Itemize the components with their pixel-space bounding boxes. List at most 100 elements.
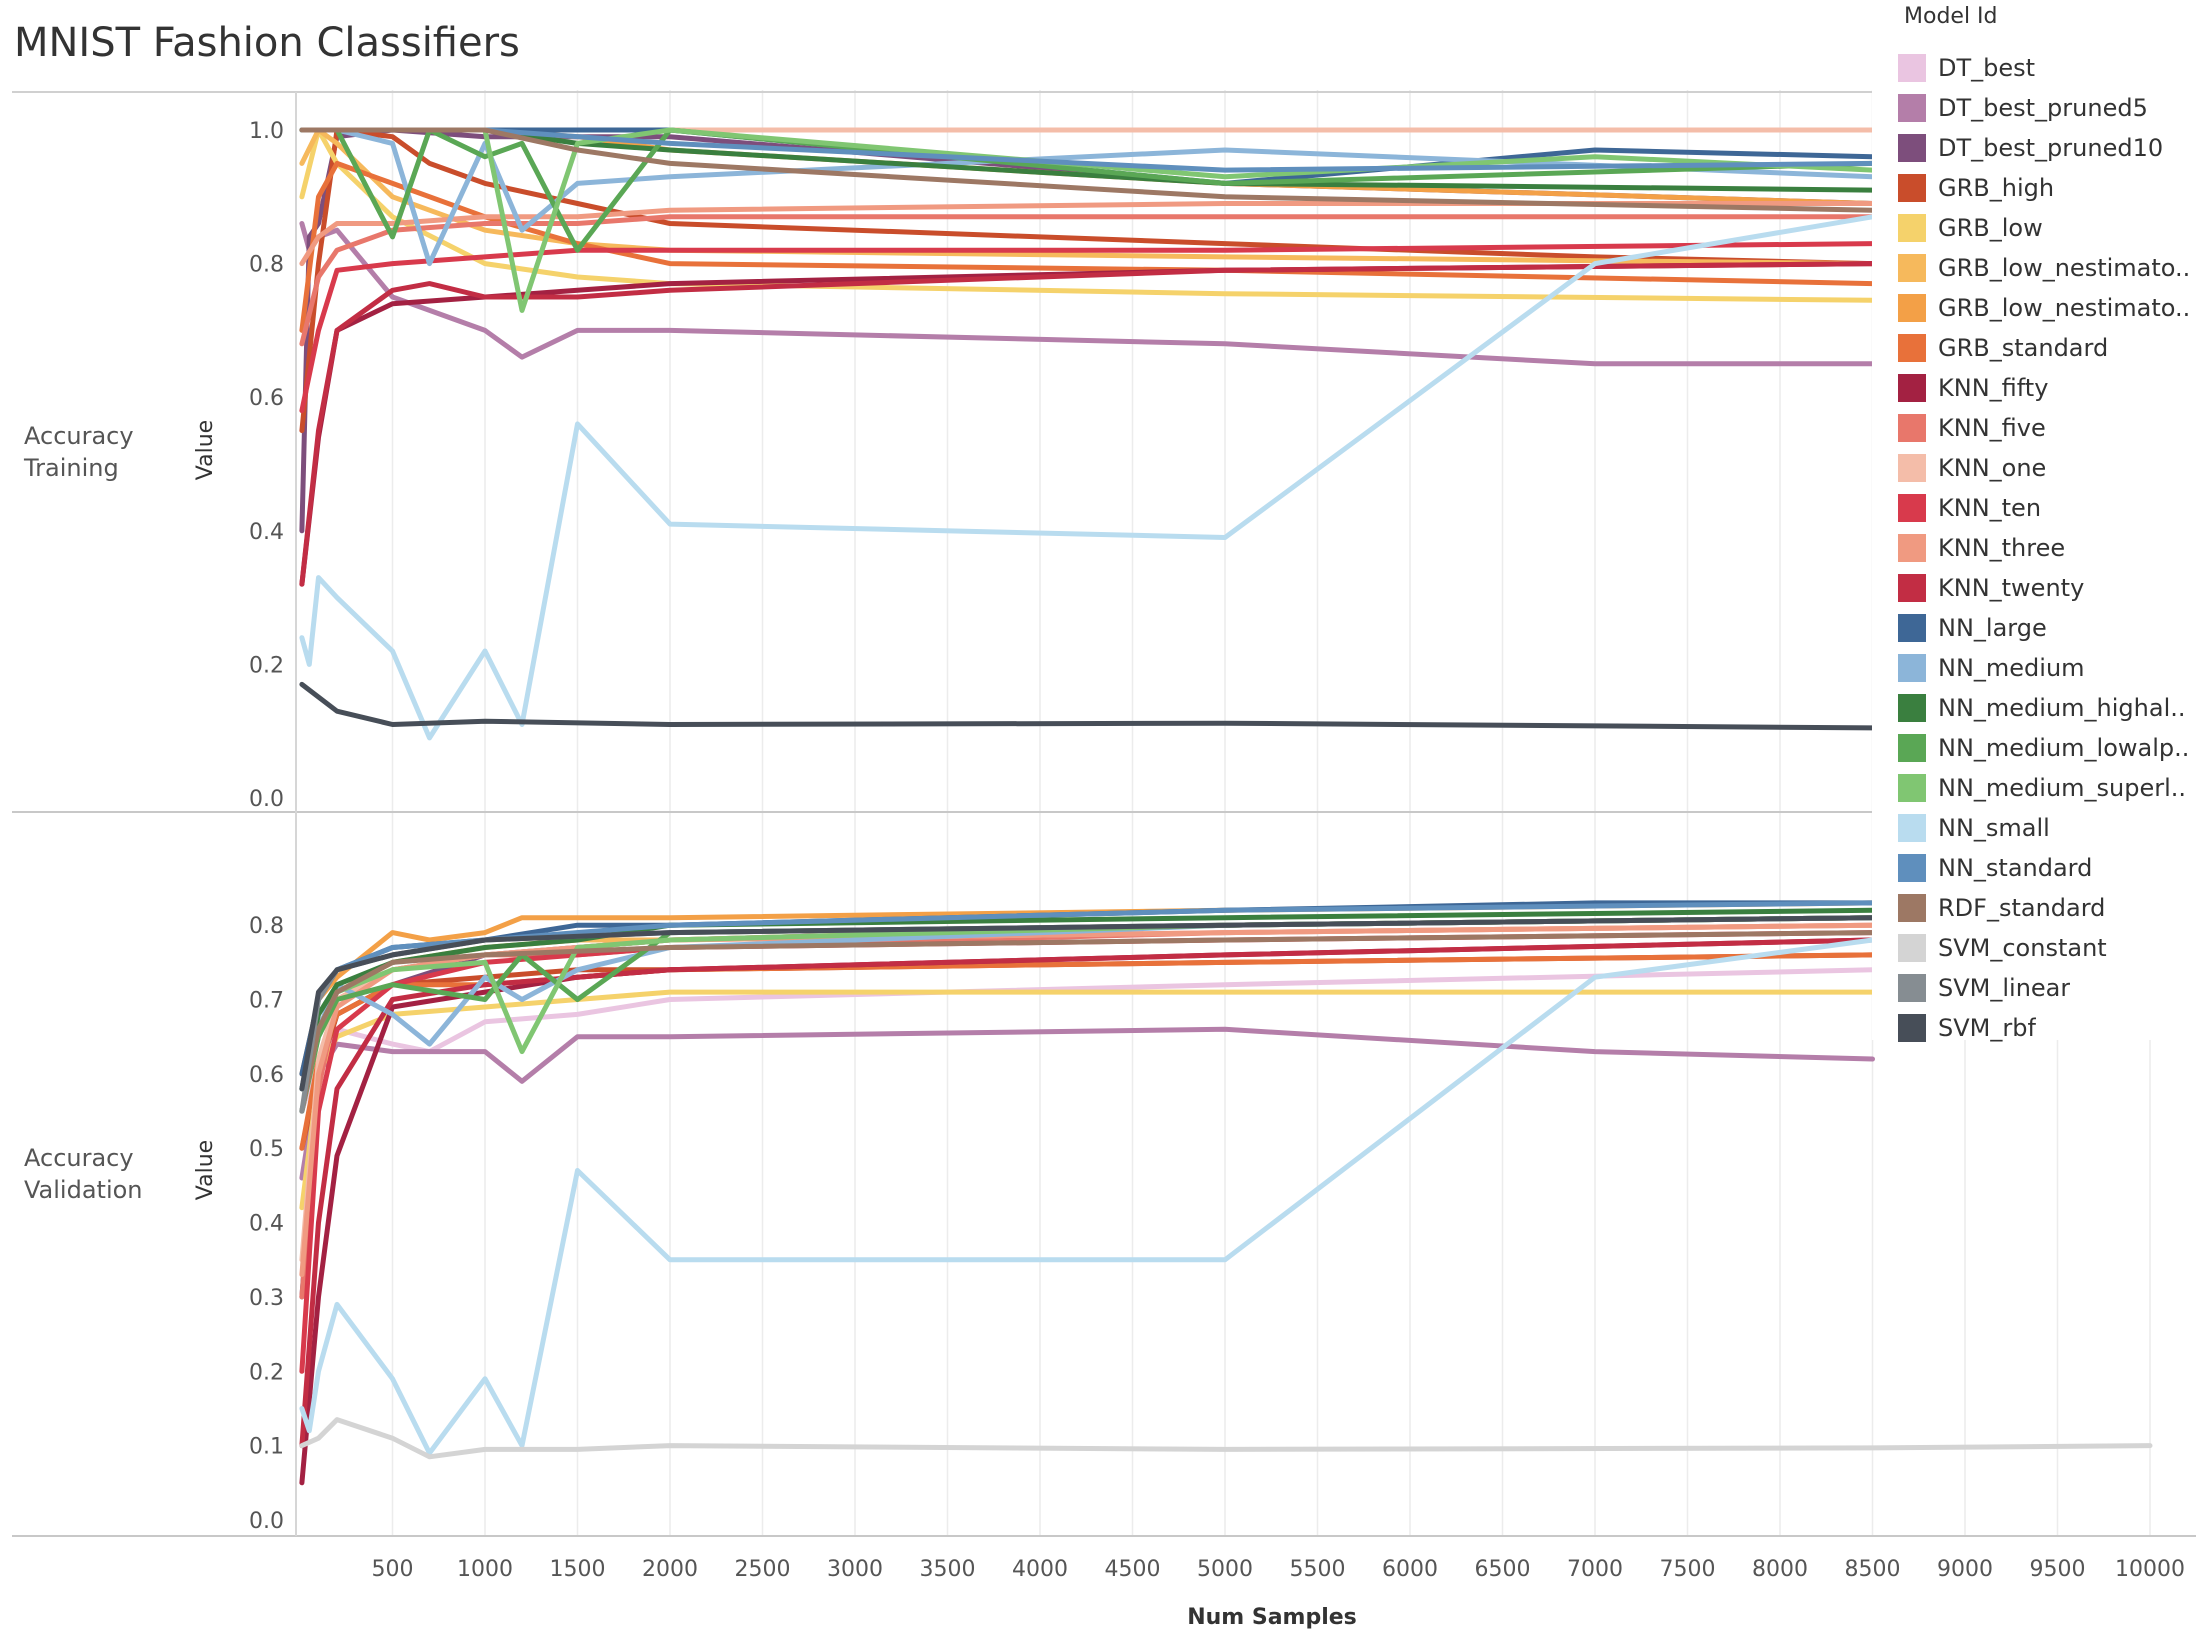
- x-tick-label: 4500: [1105, 1557, 1161, 1582]
- y-axis-title-training: Value: [193, 420, 218, 480]
- legend-swatch: [1898, 1014, 1926, 1042]
- series-line-nn-medium-highal-[interactable]: [299, 907, 1875, 1092]
- legend-item[interactable]: KNN_ten: [1898, 488, 2196, 528]
- legend-label: NN_medium_lowalp..: [1938, 734, 2190, 762]
- y-tick-label: 0.4: [249, 1212, 284, 1237]
- series-line-knn-twenty[interactable]: [299, 937, 1875, 1449]
- legend-item[interactable]: KNN_five: [1898, 408, 2196, 448]
- legend-label: DT_best_pruned10: [1938, 134, 2164, 162]
- legend-label: GRB_low: [1938, 214, 2043, 242]
- y-tick-label: 0.8: [249, 914, 284, 939]
- legend-item[interactable]: KNN_twenty: [1898, 568, 2196, 608]
- x-tick-label: 9000: [1937, 1557, 1993, 1582]
- x-tick-label: 4000: [1012, 1557, 1068, 1582]
- x-tick-label: 3000: [827, 1557, 883, 1582]
- legend-swatch: [1898, 894, 1926, 922]
- legend-item[interactable]: DT_best_pruned5: [1898, 88, 2196, 128]
- legend-item[interactable]: KNN_fifty: [1898, 368, 2196, 408]
- legend-item[interactable]: GRB_standard: [1898, 328, 2196, 368]
- x-tick-label: 1500: [550, 1557, 606, 1582]
- x-tick-label: 5000: [1197, 1557, 1253, 1582]
- legend-item[interactable]: NN_medium: [1898, 648, 2196, 688]
- series-line-grb-low-nestimato-[interactable]: [299, 900, 1875, 1077]
- legend-item[interactable]: NN_large: [1898, 608, 2196, 648]
- y-tick-label: 0.2: [249, 653, 284, 678]
- legend-swatch: [1898, 414, 1926, 442]
- series-line-knn-five[interactable]: [299, 214, 1875, 347]
- x-tick-label: 7500: [1660, 1557, 1716, 1582]
- y-tick-label: 0.1: [249, 1435, 284, 1460]
- legend-label: KNN_ten: [1938, 494, 2042, 522]
- legend-swatch: [1898, 214, 1926, 242]
- legend-item[interactable]: SVM_rbf: [1898, 1008, 2196, 1048]
- legend-item[interactable]: RDF_standard: [1898, 888, 2196, 928]
- series-line-knn-ten[interactable]: [299, 930, 1875, 1374]
- legend-label: KNN_fifty: [1938, 374, 2049, 402]
- legend-item[interactable]: SVM_constant: [1898, 928, 2196, 968]
- legend-swatch: [1898, 814, 1926, 842]
- legend-label: GRB_standard: [1938, 334, 2109, 362]
- legend-item[interactable]: DT_best: [1898, 48, 2196, 88]
- x-tick-label: 500: [372, 1557, 414, 1582]
- legend-swatch: [1898, 734, 1926, 762]
- row-label-training-line2: Training: [24, 454, 119, 482]
- legend-item[interactable]: KNN_one: [1898, 448, 2196, 488]
- x-tick-label: 8000: [1752, 1557, 1808, 1582]
- legend-swatch: [1898, 774, 1926, 802]
- legend-label: SVM_constant: [1938, 934, 2107, 962]
- series-line-svm-constant[interactable]: [299, 1417, 2153, 1460]
- y-tick-label: 0.0: [249, 1509, 284, 1534]
- legend-label: GRB_low_nestimato..: [1938, 294, 2191, 322]
- y-tick-label: 0.6: [249, 386, 284, 411]
- y-tick-label: 0.8: [249, 253, 284, 278]
- legend-item[interactable]: NN_standard: [1898, 848, 2196, 888]
- legend-item[interactable]: NN_medium_superl..: [1898, 768, 2196, 808]
- series-line-svm-rbf[interactable]: [299, 681, 1875, 731]
- x-tick-label: 7000: [1567, 1557, 1623, 1582]
- legend-label: KNN_three: [1938, 534, 2066, 562]
- x-tick-label: 9500: [2030, 1557, 2086, 1582]
- y-tick-label: 0.5: [249, 1137, 284, 1162]
- legend-item[interactable]: SVM_linear: [1898, 968, 2196, 1008]
- y-tick-label: 0.2: [249, 1360, 284, 1385]
- series-line-rdf-standard[interactable]: [299, 127, 1875, 213]
- y-tick-label: 0.4: [249, 520, 284, 545]
- series-line-rdf-standard[interactable]: [299, 930, 1875, 1114]
- series-line-nn-small[interactable]: [299, 214, 1875, 741]
- legend-item[interactable]: DT_best_pruned10: [1898, 128, 2196, 168]
- series-line-svm-rbf[interactable]: [299, 915, 1875, 1092]
- x-tick-label: 3500: [920, 1557, 976, 1582]
- legend-item[interactable]: GRB_low_nestimato..: [1898, 248, 2196, 288]
- legend-item[interactable]: NN_medium_lowalp..: [1898, 728, 2196, 768]
- legend-label: SVM_linear: [1938, 974, 2071, 1002]
- legend-item[interactable]: NN_medium_highal..: [1898, 688, 2196, 728]
- legend-item[interactable]: GRB_low_nestimato..: [1898, 288, 2196, 328]
- y-tick-label: 0.7: [249, 989, 284, 1014]
- legend-swatch: [1898, 174, 1926, 202]
- row-label-validation-line1: Accuracy: [24, 1144, 134, 1172]
- legend-label: RDF_standard: [1938, 894, 2106, 922]
- legend-swatch: [1898, 254, 1926, 282]
- legend-item[interactable]: GRB_high: [1898, 168, 2196, 208]
- legend-item[interactable]: KNN_three: [1898, 528, 2196, 568]
- series-line-grb-low-nestimato-[interactable]: [299, 127, 1875, 267]
- series-line-knn-three[interactable]: [299, 201, 1875, 267]
- series-line-grb-low[interactable]: [299, 127, 1875, 303]
- row-label-training-line1: Accuracy: [24, 422, 134, 450]
- y-tick-label: 0.3: [249, 1286, 284, 1311]
- legend-swatch: [1898, 854, 1926, 882]
- series-line-nn-small[interactable]: [299, 922, 2153, 1456]
- legend-swatch: [1898, 494, 1926, 522]
- series-line-dt-best-pruned5[interactable]: [299, 1026, 1875, 1181]
- x-tick-label: 5500: [1290, 1557, 1346, 1582]
- legend-item[interactable]: GRB_low: [1898, 208, 2196, 248]
- series-line-knn-twenty[interactable]: [299, 261, 1875, 587]
- x-tick-label: 6000: [1382, 1557, 1438, 1582]
- legend-panel: [1872, 0, 2196, 1040]
- y-tick-label: 0.6: [249, 1063, 284, 1088]
- x-tick-label: 2000: [642, 1557, 698, 1582]
- series-line-knn-ten[interactable]: [299, 241, 1875, 414]
- legend-item[interactable]: NN_small: [1898, 808, 2196, 848]
- y-axis-title-validation: Value: [193, 1140, 218, 1200]
- legend-label: DT_best: [1938, 54, 2036, 82]
